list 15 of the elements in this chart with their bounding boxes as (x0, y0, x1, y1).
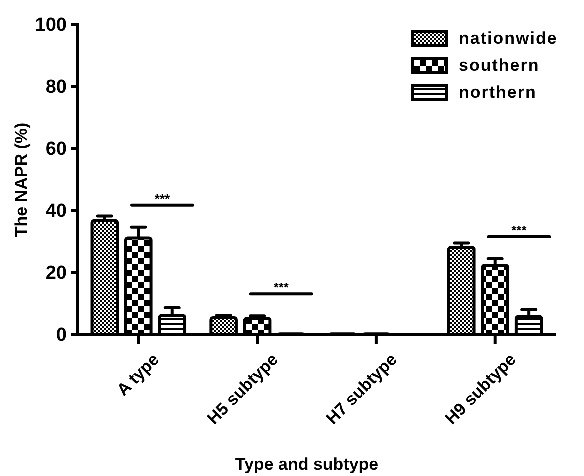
y-tick-label: 80 (46, 77, 67, 98)
annotation: *** (512, 223, 528, 238)
y-tick-label: 60 (46, 139, 67, 160)
annotation: *** (274, 280, 290, 296)
legend-label: southern (459, 56, 540, 75)
annotation: *** (154, 191, 172, 206)
x-axis-title: Type and subtype (235, 455, 379, 474)
y-axis-title: The NAPR (%) (12, 122, 31, 238)
y-tick-label: 0 (56, 325, 67, 346)
y-tick-label: 100 (35, 15, 67, 36)
y-tick-label: 20 (46, 263, 67, 284)
y-tick-label: 40 (46, 201, 67, 222)
legend-label: northern (459, 83, 537, 102)
x-tick-label: A type (113, 350, 164, 400)
legend-label: nationwide (459, 29, 558, 48)
